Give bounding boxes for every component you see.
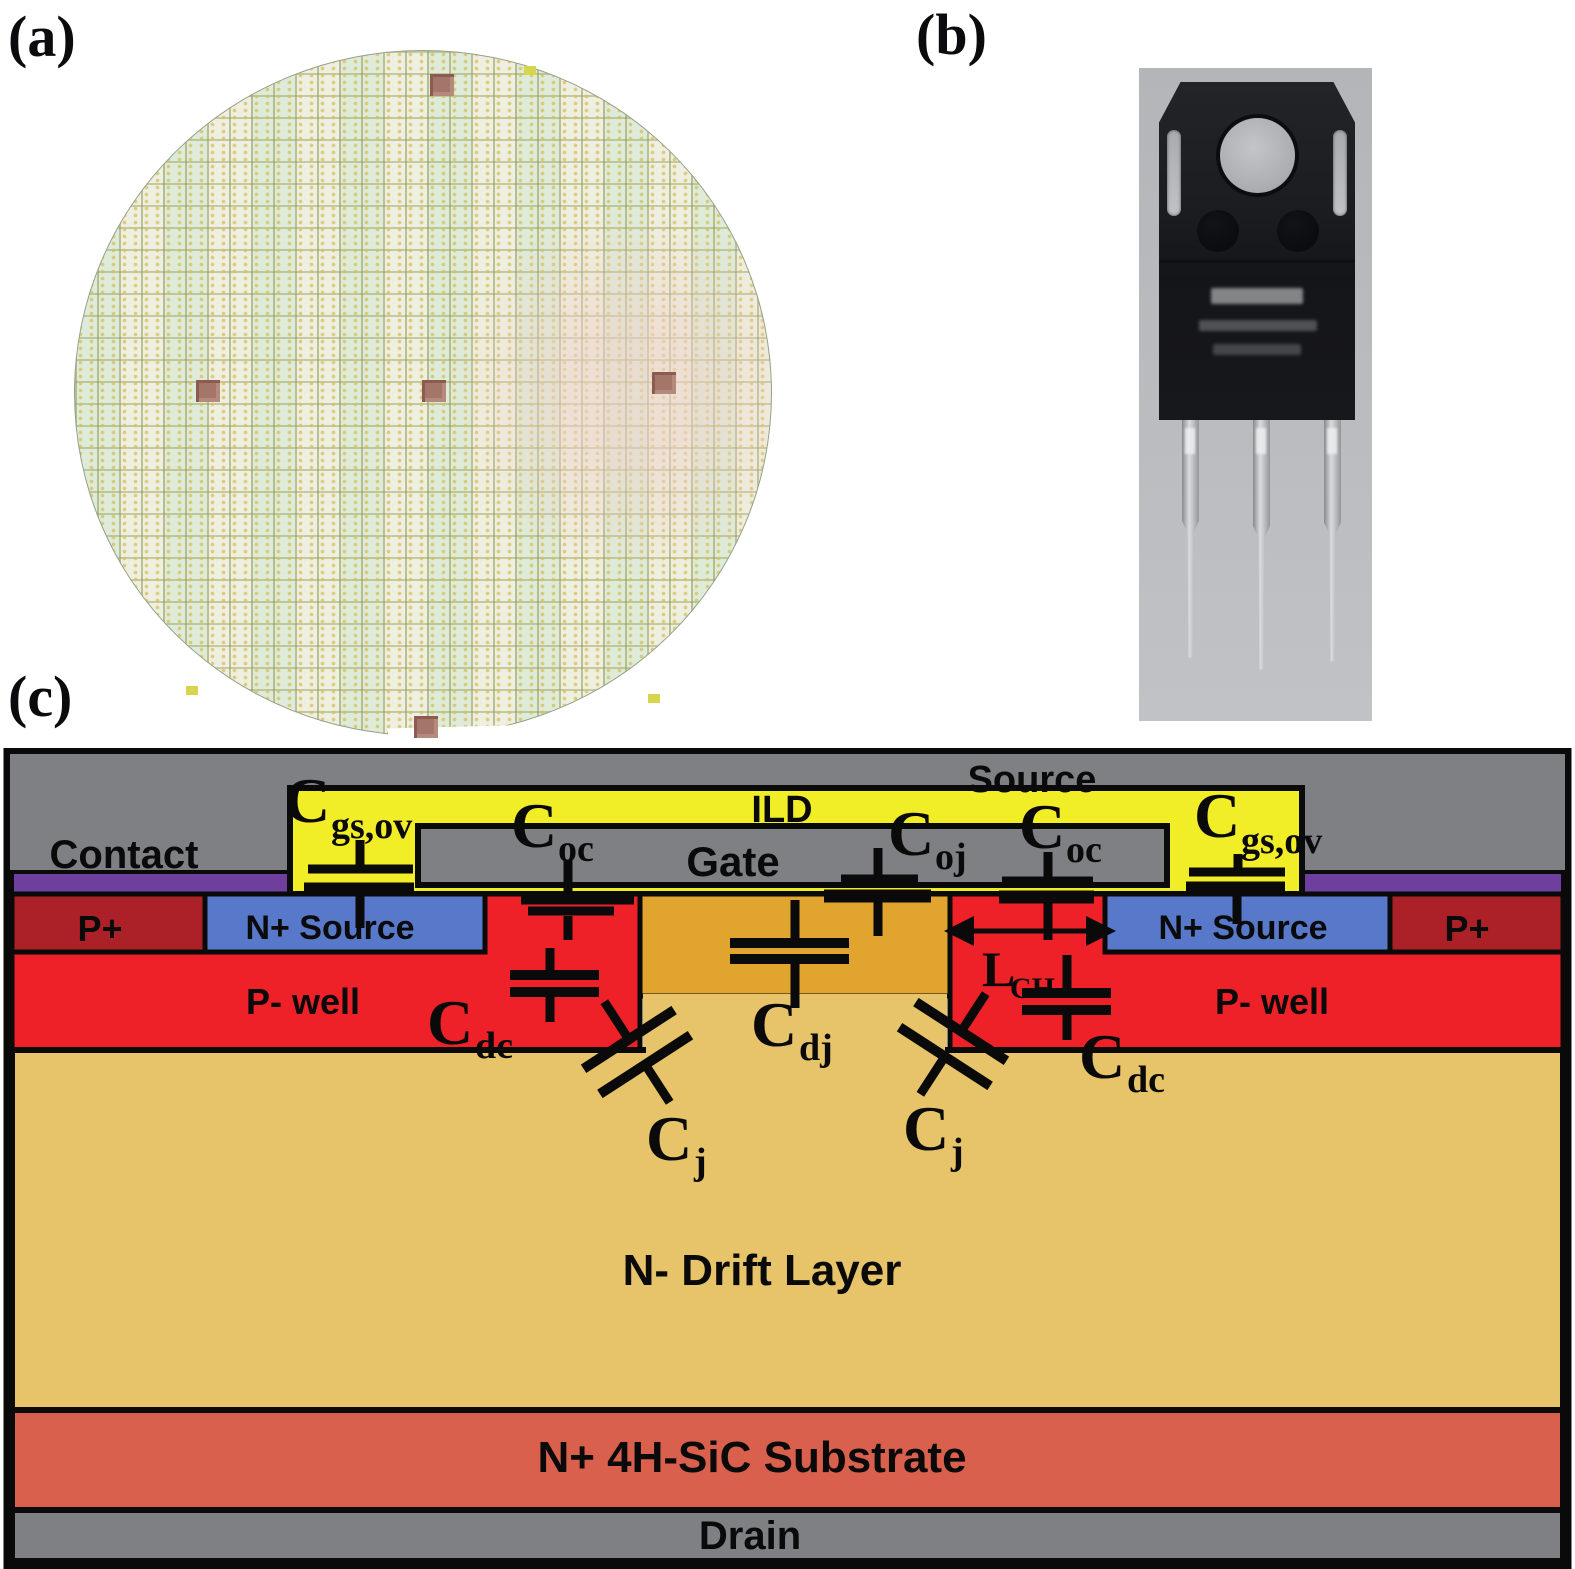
substrate-label: N+ 4H-SiC Substrate	[537, 1433, 966, 1482]
drift-layer-label: N- Drift Layer	[623, 1246, 902, 1295]
coj-main: C	[888, 798, 934, 869]
package-dimple	[1197, 210, 1239, 252]
lch-main: L	[982, 941, 1015, 997]
package-leg	[1182, 420, 1199, 658]
capacitor-cdj	[730, 900, 849, 1008]
cdj-sub: dj	[799, 1027, 833, 1069]
coc-left-label: C oc	[511, 790, 594, 870]
drift-layer-region	[9, 1047, 1566, 1413]
cj-left-sub: j	[693, 1141, 707, 1183]
gate-label: Gate	[686, 838, 779, 885]
package-slot	[1333, 130, 1347, 216]
p-well-right-label: P- well	[1215, 981, 1329, 1022]
p-plus-left-label: P+	[77, 908, 122, 949]
wafer-edge-tick	[524, 66, 536, 75]
package-text-marking	[1199, 320, 1317, 331]
package-logo-marking	[1211, 288, 1303, 304]
n-source-left-label: N+ Source	[245, 909, 414, 947]
wafer-edge-tick	[648, 694, 660, 703]
wafer-alignment-mark	[422, 380, 446, 402]
coj-sub: oj	[935, 836, 967, 878]
cj-right-label: C j	[903, 1093, 964, 1173]
cdc-left-sub: dc	[475, 1025, 513, 1067]
cgsov-right-sub: gs,ov	[1241, 820, 1322, 862]
cj-right-main: C	[903, 1093, 949, 1164]
capacitor-cdc-right	[1022, 955, 1111, 1040]
package-mounting-hole	[1220, 118, 1295, 193]
package-photo	[1139, 68, 1372, 721]
package-slot	[1167, 130, 1181, 216]
wafer-edge-tick	[186, 686, 198, 695]
cgsov-left-main: C	[284, 765, 330, 836]
coc-left-sub: oc	[558, 828, 594, 870]
package-mold-line	[1159, 260, 1355, 263]
cdc-left-main: C	[427, 987, 473, 1058]
cgsov-left-label: C gs,ov	[284, 765, 412, 847]
cdc-left-label: C dc	[427, 987, 513, 1067]
package-text-marking	[1213, 344, 1301, 355]
package-dimple	[1277, 210, 1319, 252]
mosfet-cross-section: Contact Source ILD Gate P+ N+ Source N+ …	[3, 748, 1572, 1569]
capacitor-coc-right	[999, 852, 1094, 940]
panel-c-label: (c)	[8, 664, 73, 729]
capacitor-cgsov-left	[304, 840, 414, 928]
cj-left-main: C	[646, 1103, 692, 1174]
cdc-right-sub: dc	[1127, 1059, 1165, 1101]
coc-right-sub: oc	[1066, 829, 1102, 871]
gate-region	[415, 823, 1170, 888]
cgsov-right-main: C	[1194, 780, 1240, 851]
cdj-label: C dj	[751, 989, 833, 1069]
capacitor-coj	[824, 848, 931, 936]
source-label: Source	[968, 759, 1097, 801]
n-source-right-region	[1102, 891, 1393, 955]
panel-b-label: (b)	[916, 2, 987, 67]
p-plus-right-label: P+	[1444, 908, 1489, 949]
coc-right-label: C oc	[1019, 791, 1102, 871]
lch-sub: CH	[1010, 972, 1055, 1005]
contact-layer-right	[1300, 870, 1565, 896]
coj-label: C oj	[888, 798, 967, 878]
p-well-left-label: P- well	[246, 981, 360, 1022]
capacitor-cgsov-right	[1186, 854, 1285, 924]
contact-label: Contact	[50, 833, 199, 877]
n-source-right-label: N+ Source	[1158, 909, 1327, 947]
panel-a-label: (a)	[8, 4, 76, 69]
p-plus-right-region	[1387, 891, 1566, 955]
cdc-right-main: C	[1079, 1021, 1125, 1092]
cgsov-right-label: C gs,ov	[1194, 780, 1322, 862]
drain-region	[9, 1507, 1566, 1564]
wafer-alignment-mark	[652, 372, 676, 394]
wafer-alignment-mark	[414, 716, 438, 738]
coc-right-main: C	[1019, 791, 1065, 862]
cdj-main: C	[751, 989, 797, 1060]
wafer-alignment-mark	[196, 380, 220, 402]
drain-label: Drain	[699, 1514, 801, 1558]
capacitor-coc-left	[521, 860, 634, 940]
package-body	[1159, 82, 1355, 420]
ild-label: ILD	[751, 789, 812, 831]
channel-length-arrow	[944, 916, 1116, 946]
wafer-alignment-mark	[430, 74, 454, 96]
package-leg	[1324, 420, 1341, 662]
capacitor-cj-left	[580, 999, 694, 1105]
coc-left-main: C	[511, 790, 557, 861]
channel-length-label: L CH	[982, 941, 1055, 1005]
cdc-right-label: C dc	[1079, 1021, 1165, 1101]
capacitor-cj-right	[896, 991, 1010, 1097]
cj-left-label: C j	[646, 1103, 707, 1183]
capacitor-cdc-left	[510, 948, 599, 1022]
package-leg	[1253, 420, 1270, 670]
cgsov-left-sub: gs,ov	[331, 805, 412, 847]
cj-right-sub: j	[950, 1131, 964, 1173]
